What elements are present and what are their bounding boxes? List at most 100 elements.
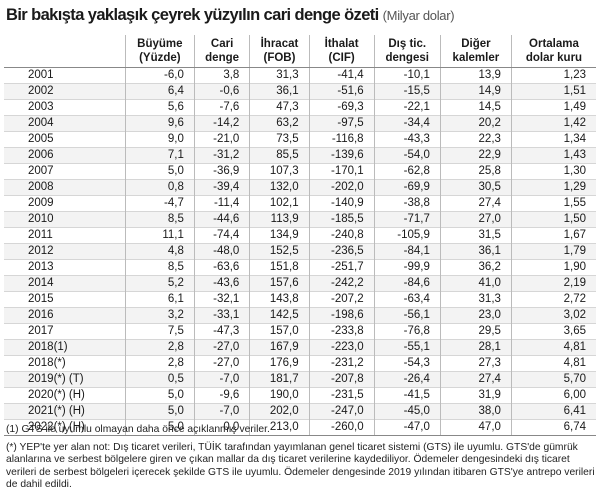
year-cell: 2013 bbox=[4, 259, 126, 276]
value-cell: -41,4 bbox=[308, 67, 375, 84]
year-cell: 2009 bbox=[4, 195, 126, 212]
header-text: Cari bbox=[210, 38, 234, 50]
value-cell: 73,5 bbox=[249, 131, 310, 148]
value-cell: 47,3 bbox=[249, 99, 310, 116]
value-cell: -9,6 bbox=[193, 387, 250, 404]
value-cell: -63,6 bbox=[193, 259, 250, 276]
value-cell: 4,8 bbox=[124, 243, 195, 260]
table-row: 2007 5,0 -36,9 107,3 -170,1 -62,8 25,8 1,30 bbox=[4, 163, 596, 180]
year-cell: 2011 bbox=[4, 227, 126, 244]
value-cell: 85,5 bbox=[249, 147, 310, 164]
value-cell: 30,5 bbox=[439, 179, 512, 196]
value-cell: 31,5 bbox=[439, 227, 512, 244]
value-cell: -71,7 bbox=[373, 211, 441, 228]
year-cell: 2003 bbox=[4, 99, 126, 116]
year-cell: 2001 bbox=[4, 67, 126, 84]
value-cell: 2,72 bbox=[510, 291, 596, 308]
value-cell: -97,5 bbox=[308, 115, 375, 132]
value-cell: 31,9 bbox=[439, 387, 512, 404]
value-cell: 102,1 bbox=[249, 195, 310, 212]
header-text: (Yüzde) bbox=[139, 52, 181, 64]
year-cell: 2018(1) bbox=[4, 339, 126, 356]
value-cell: 142,5 bbox=[249, 307, 310, 324]
value-cell: -231,2 bbox=[308, 355, 375, 372]
value-cell: 8,5 bbox=[124, 259, 195, 276]
value-cell: 157,6 bbox=[249, 275, 310, 292]
table-row: 2003 5,6 -7,6 47,3 -69,3 -22,1 14,5 1,49 bbox=[4, 99, 596, 116]
value-cell: 6,1 bbox=[124, 291, 195, 308]
value-cell: -233,8 bbox=[308, 323, 375, 340]
data-table: Büyüme (Yüzde) Cari denge İhracat (FOB) İthala… bbox=[4, 35, 596, 436]
value-cell: 5,0 bbox=[124, 163, 195, 180]
value-cell: 1,30 bbox=[510, 163, 596, 180]
value-cell: 25,8 bbox=[439, 163, 512, 180]
header-text: denge bbox=[205, 52, 240, 64]
value-cell: -207,8 bbox=[308, 371, 375, 388]
value-cell: -4,7 bbox=[124, 195, 195, 212]
year-cell: 2007 bbox=[4, 163, 126, 180]
table-row: 2016 3,2 -33,1 142,5 -198,6 -56,1 23,0 3,02 bbox=[4, 307, 596, 324]
header-cell: İhracat (FOB) bbox=[249, 35, 310, 68]
value-cell: 1,90 bbox=[510, 259, 596, 276]
year-cell: 2008 bbox=[4, 179, 126, 196]
value-cell: 1,67 bbox=[510, 227, 596, 244]
table-head: Büyüme (Yüzde) Cari denge İhracat (FOB) İthala… bbox=[4, 35, 596, 68]
header-cell: Ortalama dolar kuru bbox=[510, 35, 596, 68]
value-cell: -69,9 bbox=[373, 179, 441, 196]
value-cell: 7,1 bbox=[124, 147, 195, 164]
value-cell: -260,0 bbox=[308, 419, 375, 436]
value-cell: 6,4 bbox=[124, 83, 195, 100]
year-cell: 2022(*) (H) bbox=[4, 419, 126, 436]
value-cell: 3,8 bbox=[193, 67, 250, 84]
table-row: 2008 0,8 -39,4 132,0 -202,0 -69,9 30,5 1,29 bbox=[4, 179, 596, 196]
value-cell: 2,8 bbox=[124, 355, 195, 372]
value-cell: 6,00 bbox=[510, 387, 596, 404]
header-text: dolar kuru bbox=[525, 52, 583, 64]
value-cell: -62,8 bbox=[373, 163, 441, 180]
value-cell: 20,2 bbox=[439, 115, 512, 132]
value-cell: -41,5 bbox=[373, 387, 441, 404]
header-cell: Dış tic. dengesi bbox=[373, 35, 441, 68]
table-row: 2018(*) 2,8 -27,0 176,9 -231,2 -54,3 27,3 4,81 bbox=[4, 355, 596, 372]
value-cell: 1,55 bbox=[510, 195, 596, 212]
value-cell: -7,6 bbox=[193, 99, 250, 116]
value-cell: 9,0 bbox=[124, 131, 195, 148]
value-cell: -242,2 bbox=[308, 275, 375, 292]
value-cell: 1,79 bbox=[510, 243, 596, 260]
value-cell: -69,3 bbox=[308, 99, 375, 116]
value-cell: -116,8 bbox=[308, 131, 375, 148]
year-cell: 2018(*) bbox=[4, 355, 126, 372]
value-cell: 31,3 bbox=[249, 67, 310, 84]
value-cell: 22,3 bbox=[439, 131, 512, 148]
value-cell: -170,1 bbox=[308, 163, 375, 180]
value-cell: -26,4 bbox=[373, 371, 441, 388]
table-body: 2001 -6,0 3,8 31,3 -41,4 -10,1 13,9 1,23 2002 6,4… bbox=[4, 67, 596, 436]
value-cell: 0,0 bbox=[193, 419, 250, 436]
year-cell: 2004 bbox=[4, 115, 126, 132]
value-cell: -56,1 bbox=[373, 307, 441, 324]
value-cell: 14,5 bbox=[439, 99, 512, 116]
value-cell: 1,42 bbox=[510, 115, 596, 132]
value-cell: -0,6 bbox=[193, 83, 250, 100]
value-cell: -33,1 bbox=[193, 307, 250, 324]
value-cell: 2,19 bbox=[510, 275, 596, 292]
value-cell: 23,0 bbox=[439, 307, 512, 324]
value-cell: 31,3 bbox=[439, 291, 512, 308]
value-cell: -34,4 bbox=[373, 115, 441, 132]
value-cell: -7,0 bbox=[193, 371, 250, 388]
value-cell: 113,9 bbox=[249, 211, 310, 228]
table-row: 2010 8,5 -44,6 113,9 -185,5 -71,7 27,0 1,50 bbox=[4, 211, 596, 228]
value-cell: 4,81 bbox=[510, 339, 596, 356]
value-cell: -38,8 bbox=[373, 195, 441, 212]
value-cell: -27,0 bbox=[193, 355, 250, 372]
value-cell: -251,7 bbox=[308, 259, 375, 276]
value-cell: 14,9 bbox=[439, 83, 512, 100]
value-cell: 41,0 bbox=[439, 275, 512, 292]
value-cell: 213,0 bbox=[249, 419, 310, 436]
notes: (1) GTS ile uyumlu olmayan daha önce açı… bbox=[6, 424, 596, 497]
table-row: 2017 7,5 -47,3 157,0 -233,8 -76,8 29,5 3,65 bbox=[4, 323, 596, 340]
value-cell: 1,34 bbox=[510, 131, 596, 148]
value-cell: -84,1 bbox=[373, 243, 441, 260]
value-cell: 38,0 bbox=[439, 403, 512, 420]
value-cell: 1,50 bbox=[510, 211, 596, 228]
